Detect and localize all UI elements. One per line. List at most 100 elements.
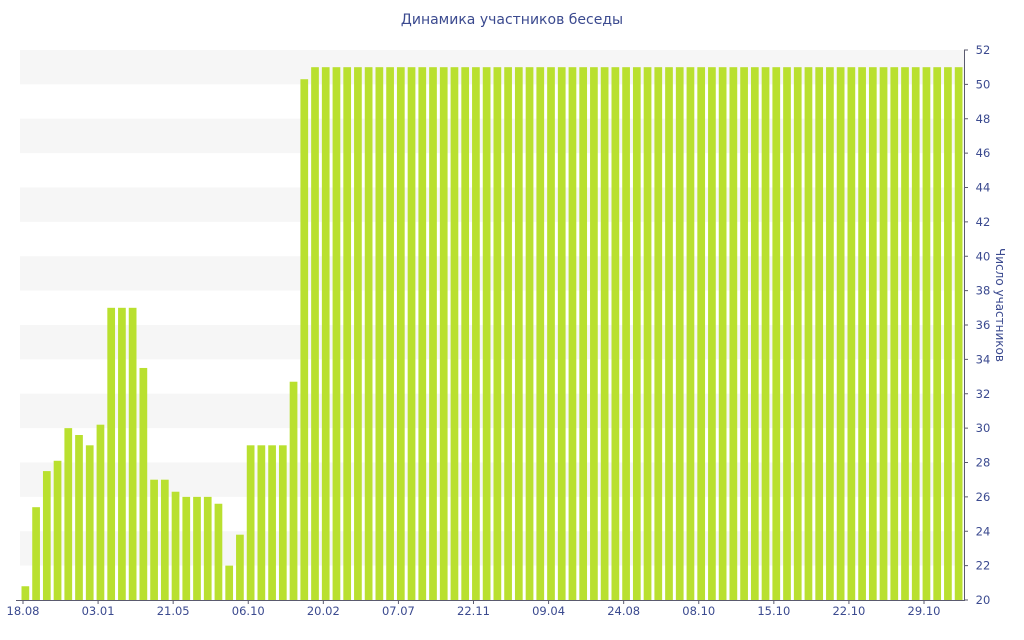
bar [933, 67, 942, 600]
bar [439, 67, 448, 600]
bar [675, 67, 684, 600]
bar [718, 67, 727, 600]
bar [257, 445, 266, 600]
bar [890, 67, 899, 600]
bar [364, 67, 373, 600]
bar [268, 445, 276, 600]
bar [354, 67, 362, 600]
y-tick-label: 22 [976, 559, 991, 573]
bar [525, 67, 534, 600]
bar [139, 367, 148, 600]
bar [847, 67, 856, 600]
bar [118, 307, 126, 600]
y-tick-label: 38 [976, 284, 991, 298]
bar [557, 67, 566, 600]
bar [783, 67, 791, 600]
x-tick-label: 15.10 [757, 604, 790, 618]
y-axis-ticks: 20 22 24 26 28 30 32 34 36 38 40 42 44 46 48 50 52 [964, 43, 990, 607]
bar [85, 445, 94, 600]
bar [579, 67, 588, 600]
x-tick-label: 08.10 [682, 604, 715, 618]
bar-series [21, 67, 963, 601]
bar [568, 67, 577, 600]
bar [407, 67, 416, 600]
bar [42, 471, 51, 600]
bar [21, 586, 30, 600]
bar [772, 67, 781, 600]
bar [493, 67, 502, 600]
x-tick-label: 22.10 [832, 604, 865, 618]
bar [750, 67, 759, 600]
y-tick-label: 42 [976, 215, 991, 229]
bar [225, 565, 234, 601]
bar [150, 479, 158, 600]
x-tick-label: 22.11 [457, 604, 490, 618]
bar [879, 67, 888, 600]
bar [64, 428, 73, 601]
bar [611, 67, 620, 600]
bar [665, 67, 673, 600]
bar [600, 67, 609, 600]
bar [836, 67, 845, 600]
x-axis-ticks: 18.08 03.01 21.05 06.10 20.02 07.07 22.11 09.04… [7, 600, 941, 618]
bar [697, 67, 706, 600]
bar [214, 503, 223, 600]
bar [375, 67, 384, 600]
bar [590, 67, 598, 600]
bar [193, 496, 201, 601]
x-tick-label: 20.02 [307, 604, 340, 618]
bar [128, 307, 137, 600]
y-tick-label: 50 [976, 77, 991, 91]
y-axis-title: Число участников [993, 248, 1007, 362]
y-tick-label: 30 [976, 421, 991, 435]
bar [826, 67, 834, 600]
bar [96, 424, 105, 600]
bar [300, 79, 309, 601]
bar [514, 67, 523, 600]
bar [622, 67, 630, 600]
y-tick-label: 20 [976, 593, 991, 607]
bar [654, 67, 663, 600]
bar [236, 534, 244, 600]
y-tick-label: 24 [976, 524, 991, 538]
bar [418, 67, 427, 600]
bar [536, 67, 545, 600]
y-tick-label: 26 [976, 490, 991, 504]
x-tick-label: 06.10 [232, 604, 265, 618]
y-tick-label: 36 [976, 318, 991, 332]
bar [482, 67, 491, 600]
bar [160, 479, 169, 600]
bar [686, 67, 695, 600]
y-tick-label: 40 [976, 249, 991, 263]
y-tick-label: 52 [976, 43, 991, 57]
bar [311, 67, 319, 600]
bar [858, 67, 866, 600]
bar [761, 67, 770, 600]
bar [386, 67, 394, 600]
bar [203, 496, 212, 601]
x-tick-label: 09.04 [532, 604, 565, 618]
bar [504, 67, 512, 600]
bar [729, 67, 738, 600]
bar [396, 67, 405, 600]
bar [793, 67, 802, 600]
bar [53, 460, 62, 600]
y-tick-label: 44 [976, 181, 991, 195]
y-tick-label: 46 [976, 146, 991, 160]
bar [32, 507, 40, 600]
bar [107, 307, 116, 600]
bar [954, 67, 963, 600]
x-tick-label: 21.05 [157, 604, 190, 618]
x-tick-label: 29.10 [908, 604, 941, 618]
x-tick-label: 03.01 [82, 604, 115, 618]
bar [815, 67, 824, 600]
bar [75, 435, 83, 600]
bar [278, 445, 287, 600]
bar [246, 445, 255, 600]
bar [868, 67, 877, 600]
x-tick-label: 07.07 [382, 604, 415, 618]
bar [461, 67, 470, 600]
bar [911, 67, 920, 600]
bar [944, 67, 952, 600]
